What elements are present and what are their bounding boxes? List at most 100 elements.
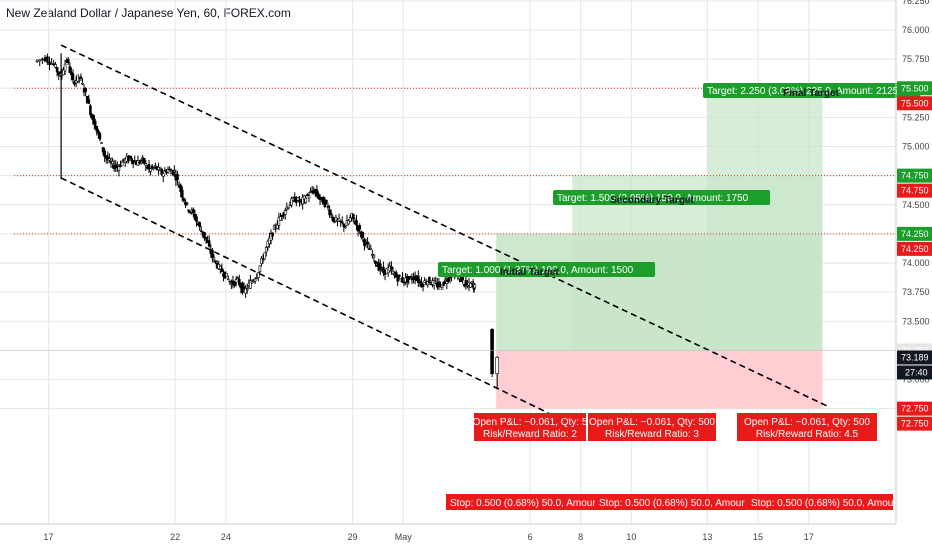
candle-body — [179, 184, 182, 192]
candle-body — [147, 164, 151, 170]
y-tick-11: 73.500 — [902, 316, 930, 326]
price-tag-bg-4 — [897, 226, 932, 241]
candle-body — [141, 157, 144, 159]
candle-body — [228, 280, 232, 283]
x-tick-0: 17 — [43, 532, 53, 542]
candle-body — [149, 168, 152, 172]
candle-body — [396, 277, 400, 282]
stop-label-bg-2 — [595, 494, 748, 510]
candle-body — [108, 158, 111, 161]
pnl-text-2: Open P&L: −0.061, Qty: 500 — [589, 417, 715, 428]
candle-body — [87, 99, 91, 104]
candle-body — [101, 147, 105, 153]
candle-body — [315, 189, 319, 196]
candle-body — [250, 280, 254, 284]
candle-body — [93, 120, 97, 130]
candle-body — [187, 209, 190, 212]
candle-body — [266, 241, 270, 248]
candle-body — [218, 265, 222, 270]
candle-body — [38, 59, 42, 62]
price-tag-text-2: 74.750 — [901, 171, 929, 181]
candle-body — [397, 274, 401, 277]
candle-body — [168, 168, 171, 171]
candle-body — [117, 166, 121, 171]
candle-body — [166, 169, 170, 173]
candle-body — [98, 133, 102, 140]
candle-body — [328, 209, 331, 216]
candle-body — [185, 202, 189, 205]
candle-body — [260, 258, 263, 264]
price-tag-text-8: 73.250 — [901, 345, 929, 355]
candle-body — [199, 230, 203, 233]
y-tick-0: 76.250 — [902, 0, 930, 6]
candle-body — [214, 260, 217, 263]
candle-body — [89, 105, 92, 115]
candle-body — [41, 58, 44, 61]
candle-body — [391, 270, 395, 275]
candle-body — [253, 278, 257, 282]
stop-label-text-3: Stop: 0.500 (0.68%) 50.0, Amount: 750 — [751, 498, 924, 509]
candle-body — [161, 173, 165, 177]
x-tick-5: 6 — [527, 532, 532, 542]
x-tick-10: 17 — [804, 532, 814, 542]
price-tag-bg-7 — [897, 416, 932, 431]
candle-body — [279, 216, 282, 221]
candle-body — [203, 232, 206, 239]
candle-body — [50, 63, 53, 65]
channel-line-1 — [60, 44, 829, 408]
pnl-box-2 — [588, 413, 716, 441]
countdown-bg — [897, 365, 932, 380]
candle-body — [79, 76, 83, 79]
candle-body — [416, 275, 420, 283]
candle-body — [317, 193, 320, 199]
candle-body — [348, 217, 352, 222]
candle-body — [234, 279, 238, 283]
candle-body — [244, 288, 247, 294]
candle-body — [306, 194, 309, 196]
candle-body — [212, 257, 216, 260]
candle-body — [46, 56, 49, 63]
candle-body — [287, 207, 290, 209]
candle-body — [68, 66, 72, 73]
x-tick-1: 22 — [170, 532, 180, 542]
candle-body — [461, 276, 464, 281]
y-tick-7: 74.500 — [902, 200, 930, 210]
candle-body — [358, 225, 361, 230]
candle-body — [66, 59, 70, 63]
candle-body — [54, 64, 57, 68]
chart-title: New Zealand Dollar / Japanese Yen, 60, F… — [6, 6, 291, 20]
profit-zone-3 — [707, 88, 823, 351]
candle-body — [352, 213, 355, 219]
countdown-text: 27:40 — [905, 367, 928, 377]
candle-body — [296, 197, 300, 201]
candle-body — [469, 283, 472, 288]
candle-body — [157, 167, 160, 171]
candle-body — [394, 271, 398, 278]
target-label-bg-2 — [553, 190, 771, 205]
candle-body — [374, 261, 377, 265]
candle-body — [301, 197, 304, 205]
y-tick-13: 73.000 — [902, 375, 930, 385]
x-tick-9: 15 — [753, 532, 763, 542]
candle-body — [257, 272, 260, 278]
candle-body — [283, 210, 287, 215]
pnl-box-3 — [737, 413, 877, 441]
candle-body — [434, 281, 438, 284]
candle-body — [238, 278, 241, 286]
candle-body — [106, 156, 110, 161]
candle-body — [448, 276, 452, 279]
candle-body — [74, 79, 78, 84]
candle-body — [192, 209, 195, 214]
candle-body — [95, 125, 99, 132]
candle-body — [426, 281, 430, 286]
stop-label-text-1: Stop: 0.500 (0.68%) 50.0, Amour — [450, 498, 596, 509]
candle-body — [329, 213, 333, 216]
candle-body — [378, 263, 382, 271]
price-tag-bg-0 — [897, 81, 932, 96]
target-label-bg-3 — [703, 83, 921, 98]
candle-body — [71, 73, 75, 81]
candle-body — [62, 69, 65, 76]
candle-body — [347, 220, 350, 225]
candle-body — [298, 200, 301, 203]
